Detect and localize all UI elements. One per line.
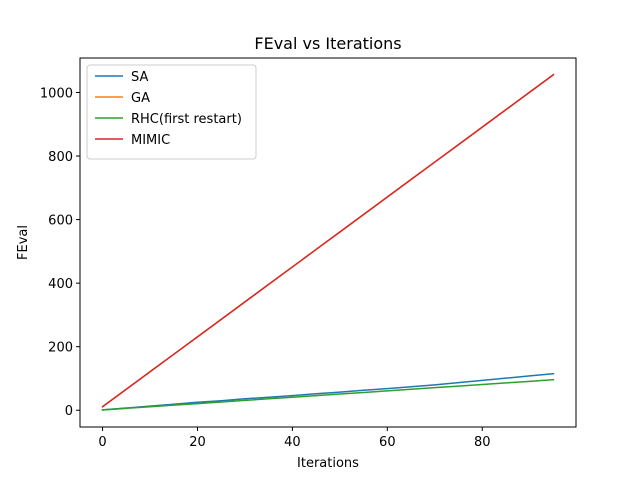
plot-lines (101, 73, 555, 411)
legend: SA GA RHC(first restart) MIMIC (86, 64, 257, 160)
x-tick-label: 0 (98, 435, 106, 450)
legend-label-rhc-first-restart: RHC(first restart) (131, 112, 242, 127)
y-tick-label: 600 (48, 214, 73, 229)
y-tick-label: 400 (48, 277, 73, 292)
legend-label-sa: SA (131, 70, 148, 85)
series-line-rhc-first-restart (101, 378, 555, 411)
x-tick-label: 80 (474, 435, 491, 450)
y-tick-label: 200 (48, 341, 73, 356)
y-axis-ticks: 0 200 400 600 800 1000 (40, 86, 80, 419)
series-line-mimic (101, 73, 555, 408)
legend-label-mimic: MIMIC (131, 133, 170, 148)
legend-box (86, 64, 257, 160)
x-tick-label: 60 (379, 435, 396, 450)
x-axis-ticks: 0 20 40 60 80 (98, 427, 491, 450)
series-line-sa (101, 372, 555, 411)
y-tick-label: 800 (48, 150, 73, 165)
y-tick-label: 0 (65, 404, 73, 419)
chart-title: FEval vs Iterations (254, 34, 401, 53)
x-tick-label: 20 (189, 435, 206, 450)
y-axis-label: FEval (16, 225, 31, 260)
y-tick-label: 1000 (40, 86, 73, 101)
axes-frame (79, 57, 577, 428)
x-tick-label: 40 (284, 435, 301, 450)
x-axis-label: Iterations (297, 456, 359, 471)
legend-label-ga: GA (131, 91, 150, 106)
